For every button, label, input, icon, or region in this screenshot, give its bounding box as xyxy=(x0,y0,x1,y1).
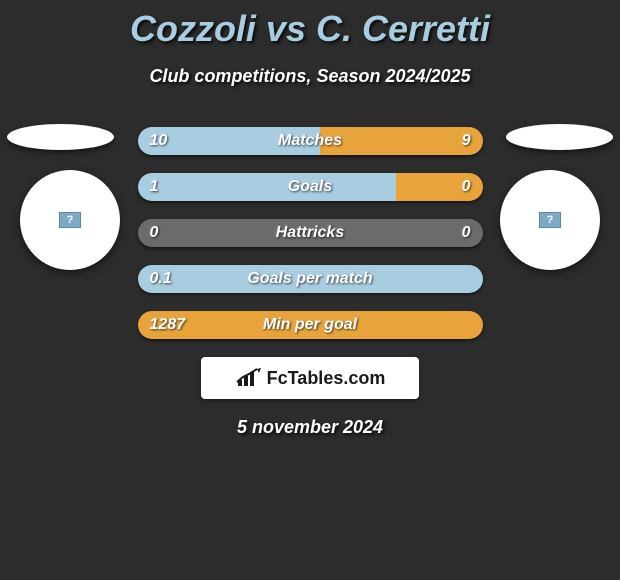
stat-row: 0Hattricks0 xyxy=(138,219,483,247)
placeholder-icon: ? xyxy=(539,212,561,228)
stat-row: 1Goals0 xyxy=(138,173,483,201)
stat-row: 1287Min per goal xyxy=(138,311,483,339)
chart-icon xyxy=(235,368,263,388)
stats-comparison-chart: 10Matches91Goals00Hattricks00.1Goals per… xyxy=(138,127,483,339)
date-label: 5 november 2024 xyxy=(0,417,620,438)
stat-row: 10Matches9 xyxy=(138,127,483,155)
stat-label: Goals xyxy=(138,173,483,201)
stat-label: Matches xyxy=(138,127,483,155)
player-left-avatar: ? xyxy=(20,170,120,270)
stat-row: 0.1Goals per match xyxy=(138,265,483,293)
player-right-avatar: ? xyxy=(500,170,600,270)
team-left-ellipse xyxy=(7,124,114,150)
stat-label: Hattricks xyxy=(138,219,483,247)
stat-value-right: 9 xyxy=(462,127,471,155)
branding-text: FcTables.com xyxy=(267,368,386,389)
stat-label: Min per goal xyxy=(138,311,483,339)
team-right-ellipse xyxy=(506,124,613,150)
branding-badge: FcTables.com xyxy=(201,357,419,399)
stat-value-right: 0 xyxy=(462,173,471,201)
placeholder-icon: ? xyxy=(59,212,81,228)
page-title: Cozzoli vs C. Cerretti xyxy=(0,0,620,50)
subtitle: Club competitions, Season 2024/2025 xyxy=(0,66,620,87)
stat-label: Goals per match xyxy=(138,265,483,293)
stat-value-right: 0 xyxy=(462,219,471,247)
